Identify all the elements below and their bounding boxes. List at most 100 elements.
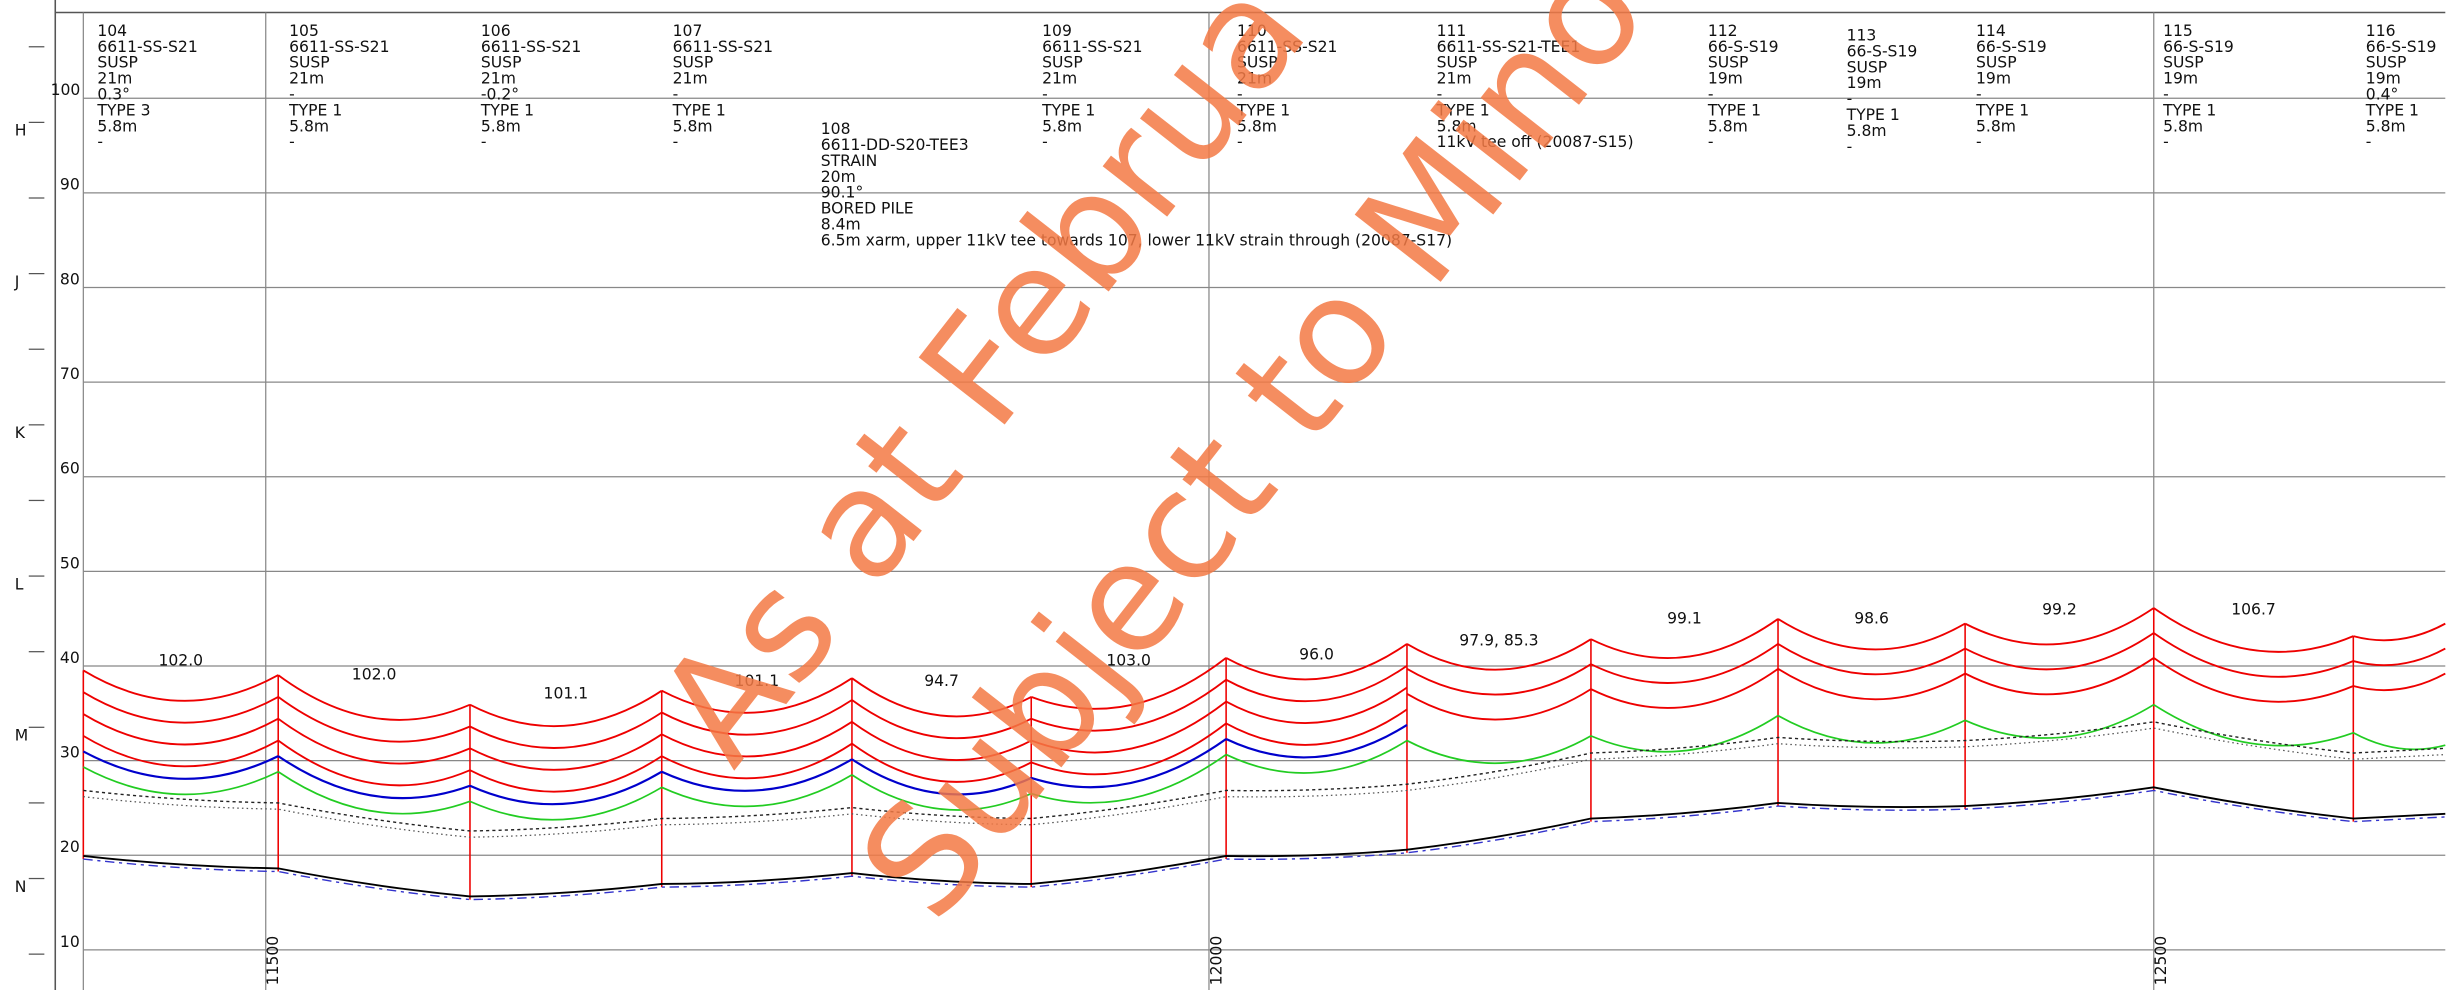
- conductor: [1964, 657, 2155, 696]
- span-label: 103.0: [1106, 652, 1151, 670]
- pole-label: 90.1°: [821, 184, 863, 202]
- conductor: [469, 770, 663, 806]
- ground-profile: [83, 727, 2446, 838]
- pole-label: 116: [2366, 22, 2396, 40]
- pole-label: 5.8m: [97, 117, 137, 135]
- pole-label: 6611-SS-S21: [481, 38, 581, 56]
- row-label: H: [15, 122, 27, 140]
- conductor: [661, 721, 853, 758]
- span-label: 106.7: [2231, 600, 2276, 618]
- conductor: [1777, 668, 1966, 701]
- conductor: [469, 711, 663, 749]
- pole-label: 5.8m: [1437, 117, 1477, 135]
- pole-label: 107: [673, 22, 703, 40]
- pole-label: 0.3°: [97, 85, 130, 103]
- span-label: 101.1: [544, 684, 589, 702]
- conductor: [2153, 632, 2354, 678]
- conductor: [277, 674, 471, 721]
- pole-label: SUSP: [1708, 54, 1749, 72]
- pole-label: TYPE 3: [96, 101, 150, 119]
- pole-label: 112: [1708, 22, 1738, 40]
- pole-label: -: [1847, 138, 1853, 156]
- chainage-label: 12000: [1207, 936, 1225, 986]
- pole-label: TYPE 1: [1436, 101, 1490, 119]
- pole-label: -: [97, 133, 103, 151]
- conductor: [2353, 672, 2446, 692]
- conductor: [1225, 739, 1408, 774]
- pole-label: 0.4°: [2366, 85, 2399, 103]
- conductor: [1406, 688, 1592, 721]
- pole-label: -: [1437, 85, 1443, 103]
- pole-label: 6.5m xarm, upper 11kV tee towards 107, l…: [821, 231, 1452, 249]
- pole-label: -: [1708, 85, 1714, 103]
- pole-label: SUSP: [1976, 54, 2017, 72]
- pole-label: 66-S-S19: [1976, 38, 2047, 56]
- pole-label: TYPE 1: [1041, 101, 1095, 119]
- pole-label: SUSP: [481, 54, 522, 72]
- conductor: [1225, 664, 1408, 703]
- pole-label: 111: [1437, 22, 1467, 40]
- span-label: 102.0: [158, 652, 203, 670]
- pole-label: SUSP: [2163, 54, 2204, 72]
- elevation-label: 100: [51, 81, 81, 99]
- elevation-label: 30: [60, 744, 80, 762]
- span-label: 101.1: [735, 672, 780, 690]
- pole-label: -: [673, 85, 679, 103]
- conductor: [1406, 638, 1592, 671]
- pole-label: 104: [97, 22, 127, 40]
- pole-label: 21m: [289, 70, 324, 88]
- conductor: [1590, 668, 1779, 709]
- conductor: [277, 755, 471, 800]
- pole-label: -: [1237, 85, 1243, 103]
- pole-label: SUSP: [97, 54, 138, 72]
- conductor: [277, 771, 471, 815]
- pole-label: 5.8m: [2366, 117, 2406, 135]
- pole-label: 114: [1976, 22, 2006, 40]
- pole-label: 19m: [2366, 70, 2401, 88]
- pole-label: 21m: [673, 70, 708, 88]
- pole-label: 108: [821, 120, 851, 138]
- conductor: [277, 739, 471, 787]
- pole-label: TYPE 1: [1236, 101, 1290, 119]
- conductor: [1964, 632, 2155, 671]
- pole-label: TYPE 1: [1846, 106, 1900, 124]
- conductor: [1225, 724, 1408, 759]
- conductor: [469, 733, 663, 771]
- pole-label: TYPE 1: [2365, 101, 2419, 119]
- pole-label: 106: [481, 22, 511, 40]
- pole-label: 5.8m: [1847, 122, 1887, 140]
- pole-label: 66-S-S19: [2163, 38, 2234, 56]
- pole-label: 66-S-S19: [1847, 42, 1918, 60]
- pole-label: 19m: [1847, 74, 1882, 92]
- conductor: [469, 689, 663, 728]
- pole-label: 6611-SS-S21: [673, 38, 773, 56]
- pole-label: 105: [289, 22, 319, 40]
- pole-label: 115: [2163, 22, 2193, 40]
- row-label: L: [15, 575, 24, 593]
- conductor: [1225, 643, 1408, 681]
- pole-label: STRAIN: [821, 152, 878, 170]
- ground-profile: [83, 786, 2446, 898]
- pole-label: 5.8m: [2163, 117, 2203, 135]
- pole-label: 19m: [1976, 70, 2011, 88]
- conductor: [82, 691, 279, 724]
- conductor: [82, 669, 279, 702]
- conductor: [2353, 622, 2446, 642]
- elevation-label: 10: [60, 933, 80, 951]
- elevation-label: 90: [60, 176, 80, 194]
- pole-label: 21m: [1237, 70, 1272, 88]
- span-label: 96.0: [1299, 645, 1334, 663]
- conductor: [469, 755, 663, 793]
- pole-label: 5.8m: [1237, 117, 1277, 135]
- conductor: [2353, 647, 2446, 667]
- conductor: [2153, 657, 2354, 703]
- pole-label: 6611-SS-S21: [1042, 38, 1142, 56]
- pole-label: 109: [1042, 22, 1072, 40]
- conductor: [1225, 686, 1408, 724]
- conductor: [1777, 618, 1966, 651]
- pole-label: -: [673, 133, 679, 151]
- conductor: [851, 742, 1032, 783]
- pole-label: -: [1237, 133, 1243, 151]
